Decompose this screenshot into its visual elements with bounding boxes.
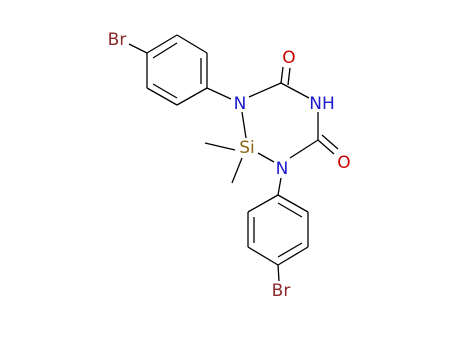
bond (152, 83, 178, 99)
atom-label: NH (309, 94, 335, 114)
bond (248, 82, 282, 98)
atom-label: N (276, 159, 289, 179)
bond (277, 194, 309, 213)
bond (204, 142, 236, 151)
bond (257, 152, 275, 163)
bond (231, 157, 243, 184)
bond (247, 194, 279, 213)
atom-label: N (234, 94, 247, 114)
bond (277, 242, 303, 258)
bond (176, 34, 208, 54)
bond (146, 34, 178, 54)
bond (321, 134, 339, 150)
bond (152, 42, 178, 59)
atom-label: Br (108, 30, 127, 50)
bond (146, 87, 178, 106)
bond (277, 177, 282, 196)
bond (277, 202, 303, 218)
bond (280, 82, 310, 99)
bond (206, 87, 232, 100)
bond (128, 43, 148, 54)
bond (287, 67, 291, 86)
bond (277, 246, 309, 266)
atom-label: Br (272, 281, 291, 301)
bond (289, 139, 319, 159)
bonds (128, 34, 339, 282)
bond (277, 264, 280, 282)
atom-label: O (337, 153, 350, 173)
atom-label: O (282, 48, 295, 68)
bond (241, 111, 247, 139)
bond (176, 87, 208, 106)
bond (247, 246, 279, 266)
bond (280, 66, 284, 84)
bond (317, 139, 335, 155)
atom-label: Si (239, 138, 255, 158)
